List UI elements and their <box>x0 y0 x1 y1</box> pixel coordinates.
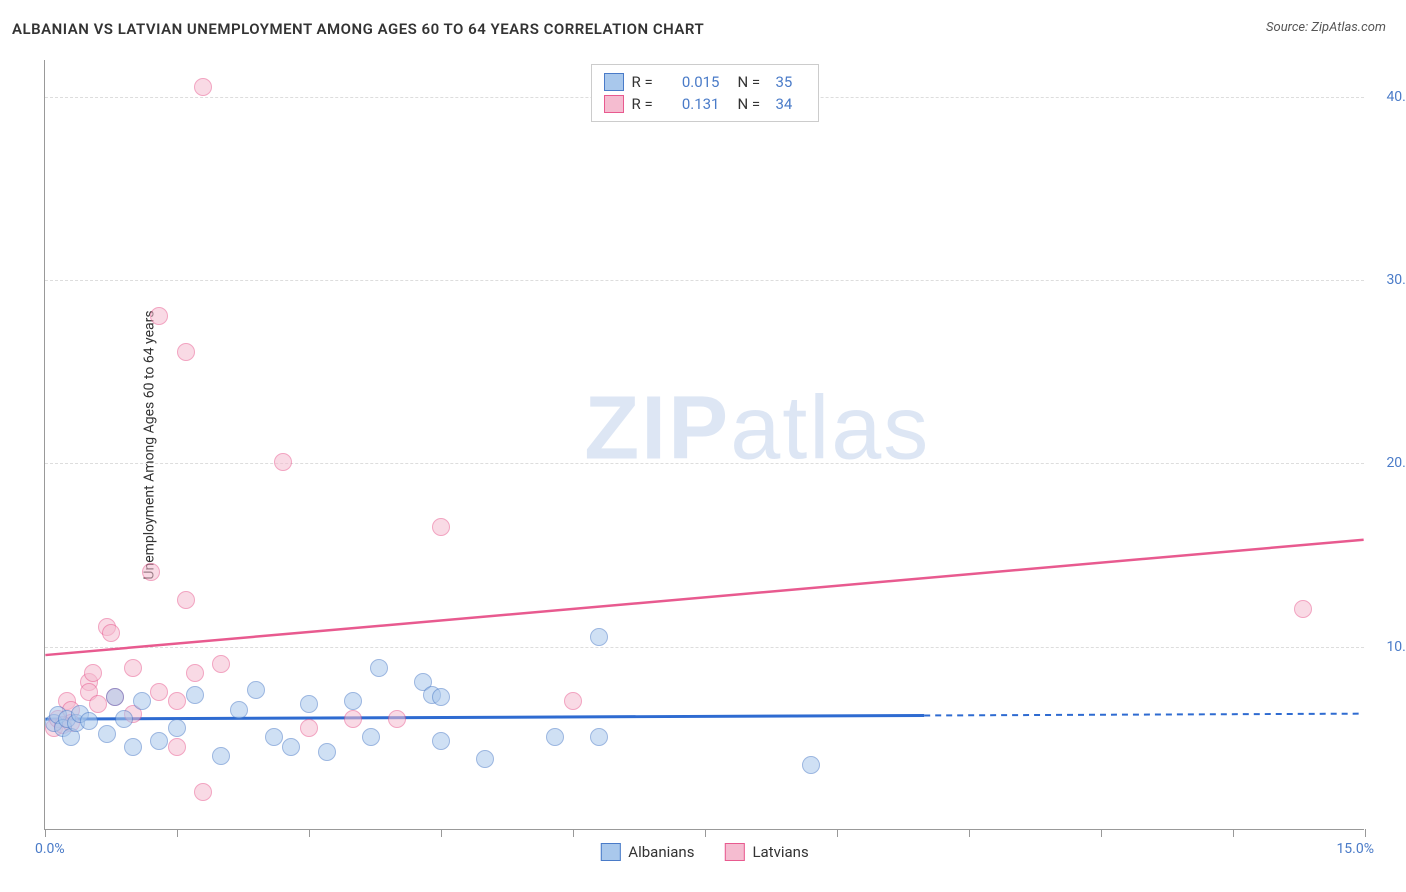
plot-area: Unemployment Among Ages 60 to 64 years Z… <box>44 60 1364 830</box>
x-tick <box>177 829 178 837</box>
data-point <box>186 664 204 682</box>
x-tick <box>705 829 706 837</box>
data-point <box>432 688 450 706</box>
data-point <box>564 692 582 710</box>
x-tick <box>441 829 442 837</box>
y-tick-label: 10.0% <box>1369 639 1406 655</box>
r-label: R = <box>632 73 662 91</box>
swatch-latvians <box>724 843 744 861</box>
source-attribution: Source: ZipAtlas.com <box>1266 20 1386 35</box>
data-point <box>300 695 318 713</box>
trend-line <box>924 714 1363 716</box>
data-point <box>80 712 98 730</box>
r-label: R = <box>632 95 662 113</box>
x-tick <box>309 829 310 837</box>
data-point <box>370 659 388 677</box>
legend-label-albanians: Albanians <box>628 843 694 861</box>
y-tick-label: 40.0% <box>1369 89 1406 105</box>
data-point <box>150 683 168 701</box>
series-legend: Albanians Latvians <box>600 843 808 861</box>
data-point <box>106 688 124 706</box>
r-value-albanians: 0.015 <box>670 73 720 91</box>
data-point <box>362 728 380 746</box>
data-point <box>318 743 336 761</box>
data-point <box>115 710 133 728</box>
data-point <box>590 628 608 646</box>
data-point <box>133 692 151 710</box>
data-point <box>247 681 265 699</box>
data-point <box>150 732 168 750</box>
correlation-legend: R = 0.015 N = 35 R = 0.131 N = 34 <box>591 64 819 122</box>
chart-title: ALBANIAN VS LATVIAN UNEMPLOYMENT AMONG A… <box>12 20 704 38</box>
legend-label-latvians: Latvians <box>752 843 808 861</box>
data-point <box>194 78 212 96</box>
data-point <box>150 307 168 325</box>
data-point <box>1294 600 1312 618</box>
data-point <box>102 624 120 642</box>
x-tick <box>573 829 574 837</box>
x-tick <box>1101 829 1102 837</box>
n-label: N = <box>738 95 768 113</box>
data-point <box>388 710 406 728</box>
x-tick-label-max: 15.0% <box>1336 841 1374 857</box>
data-point <box>186 686 204 704</box>
data-point <box>546 728 564 746</box>
data-point <box>168 738 186 756</box>
data-point <box>177 343 195 361</box>
data-point <box>300 719 318 737</box>
data-point <box>194 783 212 801</box>
data-point <box>98 725 116 743</box>
data-point <box>282 738 300 756</box>
x-tick <box>969 829 970 837</box>
r-value-latvians: 0.131 <box>670 95 720 113</box>
data-point <box>142 563 160 581</box>
swatch-latvians <box>604 95 624 113</box>
y-tick-label: 20.0% <box>1369 455 1406 471</box>
x-tick <box>837 829 838 837</box>
legend-row-albanians: R = 0.015 N = 35 <box>604 71 806 93</box>
data-point <box>802 756 820 774</box>
legend-item-albanians: Albanians <box>600 843 694 861</box>
data-point <box>124 738 142 756</box>
y-tick-label: 30.0% <box>1369 272 1406 288</box>
data-point <box>124 659 142 677</box>
x-tick <box>45 829 46 837</box>
n-value-latvians: 34 <box>776 95 806 113</box>
data-point <box>274 453 292 471</box>
data-point <box>230 701 248 719</box>
data-point <box>177 591 195 609</box>
data-point <box>212 655 230 673</box>
x-tick <box>1365 829 1366 837</box>
data-point <box>344 692 362 710</box>
data-point <box>590 728 608 746</box>
data-point <box>168 719 186 737</box>
swatch-albanians <box>604 73 624 91</box>
swatch-albanians <box>600 843 620 861</box>
x-tick-label-min: 0.0% <box>35 841 65 857</box>
data-point <box>168 692 186 710</box>
legend-row-latvians: R = 0.131 N = 34 <box>604 93 806 115</box>
data-point <box>432 518 450 536</box>
data-point <box>212 747 230 765</box>
data-point <box>84 664 102 682</box>
n-label: N = <box>738 73 768 91</box>
legend-item-latvians: Latvians <box>724 843 808 861</box>
data-point <box>89 695 107 713</box>
data-point <box>476 750 494 768</box>
trend-line <box>45 540 1363 655</box>
chart-container: ALBANIAN VS LATVIAN UNEMPLOYMENT AMONG A… <box>0 0 1406 892</box>
data-point <box>344 710 362 728</box>
x-tick <box>1233 829 1234 837</box>
data-point <box>432 732 450 750</box>
data-point <box>265 728 283 746</box>
n-value-albanians: 35 <box>776 73 806 91</box>
